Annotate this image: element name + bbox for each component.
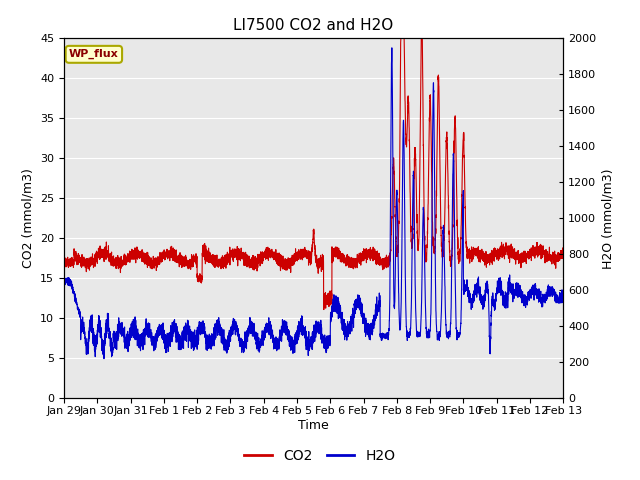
Text: WP_flux: WP_flux <box>69 49 119 60</box>
Y-axis label: CO2 (mmol/m3): CO2 (mmol/m3) <box>22 168 35 268</box>
Y-axis label: H2O (mmol/m3): H2O (mmol/m3) <box>602 168 615 269</box>
Legend: CO2, H2O: CO2, H2O <box>239 443 401 468</box>
X-axis label: Time: Time <box>298 419 329 432</box>
Title: LI7500 CO2 and H2O: LI7500 CO2 and H2O <box>234 18 394 33</box>
